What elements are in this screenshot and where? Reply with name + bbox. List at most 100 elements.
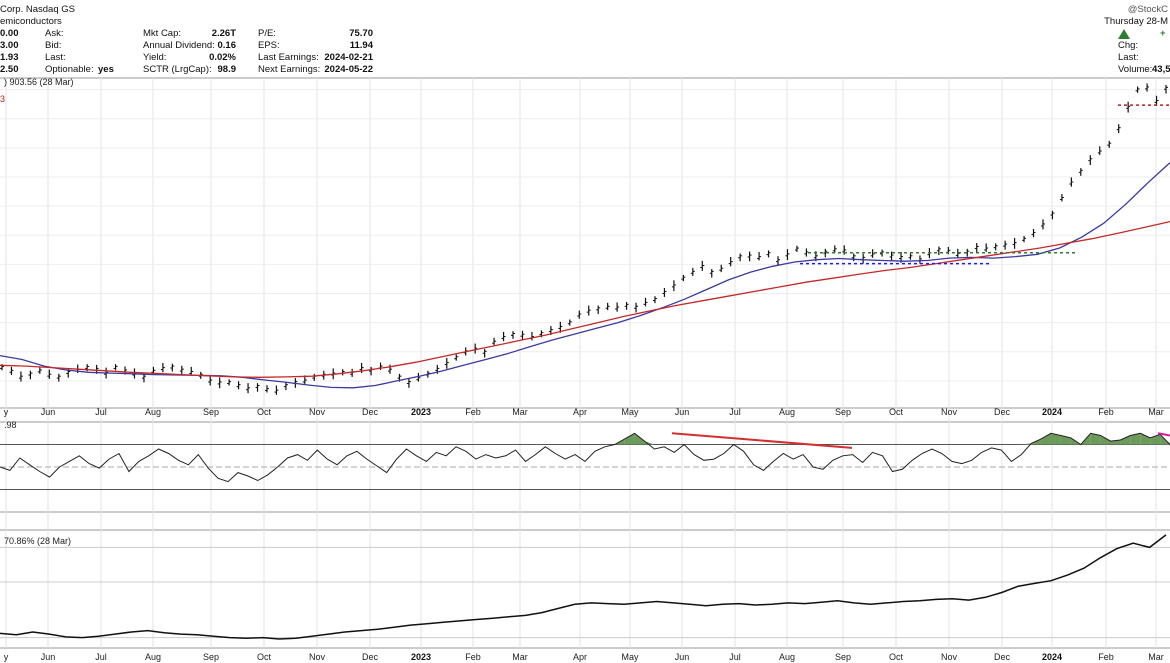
month-tick-label: Dec	[362, 407, 379, 417]
month-tick-label: Mar	[1148, 407, 1164, 417]
month-tick-label: Jun	[41, 652, 56, 662]
month-tick-label: Sep	[203, 652, 219, 662]
rsi-overbought-fill	[1021, 443, 1032, 445]
month-tick-label: Mar	[1148, 652, 1164, 662]
company-name: Corp. Nasdaq GS	[0, 4, 75, 15]
month-tick-label: Jul	[729, 407, 741, 417]
month-tick-label: 2024	[1042, 652, 1062, 662]
month-tick-label: Aug	[779, 652, 795, 662]
rsi-overbought-fill	[1060, 435, 1071, 445]
month-tick-label: Mar	[512, 407, 528, 417]
month-tick-label: y	[4, 652, 9, 662]
right-label: Last:	[1118, 52, 1139, 63]
rsi-overbought-fill	[624, 433, 635, 445]
right-value: 43,5	[1152, 64, 1170, 75]
right-label: Chg:	[1118, 40, 1139, 51]
col2-label: Mkt Cap:	[143, 28, 182, 39]
month-tick-label: Oct	[889, 652, 904, 662]
col1-label: Last:	[45, 52, 66, 63]
col2-value: 98.9	[217, 64, 237, 75]
col1-value: 3.00	[0, 40, 19, 51]
rsi-overbought-fill	[634, 433, 645, 445]
rsi-overbought-fill	[1090, 433, 1101, 445]
month-tick-label: Nov	[309, 407, 326, 417]
month-tick-label: Nov	[309, 652, 326, 662]
right-label: Volume:	[1118, 64, 1153, 75]
col3-label: Next Earnings:	[258, 64, 321, 75]
month-axis: y y Jun Jun Jul Jul Aug Aug Sep Sep Oct Oct Nov Nov De…	[4, 407, 1164, 662]
col1-value: 1.93	[0, 52, 19, 63]
month-tick-label: Aug	[779, 407, 795, 417]
rsi-panel	[0, 432, 1170, 490]
rsi-overbought-fill	[1150, 434, 1161, 445]
watermark: @StockC	[1127, 4, 1168, 15]
col2-label: SCTR (LrgCap):	[143, 64, 212, 75]
col1-value: 2.50	[0, 64, 19, 75]
month-tick-label: May	[621, 652, 639, 662]
month-tick-label: Aug	[145, 407, 161, 417]
month-tick-label: Jun	[675, 652, 690, 662]
rsi-panel-label: .98	[4, 420, 17, 430]
date-label: Thursday 28-M	[1104, 16, 1168, 27]
chart-grid	[0, 77, 1170, 649]
month-tick-label: 2024	[1042, 407, 1062, 417]
rsi-overbought-fill	[1051, 433, 1061, 445]
moving-average-200	[0, 220, 1170, 378]
relative-strength-line	[0, 534, 1167, 640]
col2-value: 0.02%	[209, 52, 236, 63]
month-tick-label: Sep	[835, 407, 851, 417]
rsi-overbought-fill	[1130, 433, 1141, 445]
col2-value: 0.16	[217, 40, 237, 51]
rsi-overbought-fill	[1100, 435, 1111, 445]
col2-label: Annual Dividend:	[143, 40, 215, 51]
rsi-overbought-fill	[1120, 435, 1131, 445]
col1-extra: yes	[98, 64, 114, 75]
month-tick-label: Jul	[95, 652, 107, 662]
month-tick-label: Oct	[257, 652, 272, 662]
month-tick-label: Aug	[145, 652, 161, 662]
col3-label: EPS:	[258, 40, 280, 51]
up-arrow-icon	[1118, 29, 1130, 39]
month-tick-label: Dec	[362, 652, 379, 662]
price-panel	[0, 83, 1170, 395]
price-panel-label: ) 903.56 (28 Mar)	[4, 77, 74, 87]
moving-average-50	[0, 162, 1170, 389]
col2-label: Yield:	[143, 52, 167, 63]
price-side-label: 3	[0, 94, 5, 104]
relative-panel-label: 70.86% (28 Mar)	[4, 536, 71, 546]
col1-value: 0.00	[0, 28, 19, 39]
rsi-divergence-line	[1157, 432, 1170, 437]
month-tick-label: Jun	[41, 407, 56, 417]
col1-label: Bid:	[45, 40, 62, 51]
col3-value: 2024-05-22	[324, 64, 373, 75]
col3-value: 11.94	[349, 40, 373, 51]
rsi-overbought-fill	[1140, 433, 1151, 445]
month-tick-label: Nov	[941, 652, 958, 662]
right-value: +	[1160, 28, 1166, 39]
month-tick-label: Oct	[257, 407, 272, 417]
month-tick-label: 2023	[411, 407, 431, 417]
month-tick-label: Feb	[1098, 652, 1114, 662]
month-tick-label: Feb	[465, 407, 481, 417]
month-tick-label: Jul	[95, 407, 107, 417]
col1-label: Ask:	[45, 28, 64, 39]
month-tick-label: Sep	[835, 652, 851, 662]
col2-value: 2.26T	[211, 28, 236, 39]
col1-label: Optionable:	[45, 64, 94, 75]
col3-value: 75.70	[349, 28, 373, 39]
month-tick-label: May	[621, 407, 639, 417]
industry-name: emiconductors	[0, 16, 62, 27]
month-tick-label: Nov	[941, 407, 958, 417]
month-tick-label: Feb	[1098, 407, 1114, 417]
month-tick-label: Dec	[994, 652, 1011, 662]
col3-label: Last Earnings:	[258, 52, 319, 63]
relative-strength-panel	[0, 534, 1170, 640]
rsi-line	[0, 432, 1170, 483]
col3-label: P/E:	[258, 28, 276, 39]
month-tick-label: Apr	[573, 407, 587, 417]
month-tick-label: Oct	[889, 407, 904, 417]
month-tick-label: Sep	[203, 407, 219, 417]
month-tick-label: Mar	[512, 652, 528, 662]
rsi-overbought-fill	[1041, 433, 1052, 445]
